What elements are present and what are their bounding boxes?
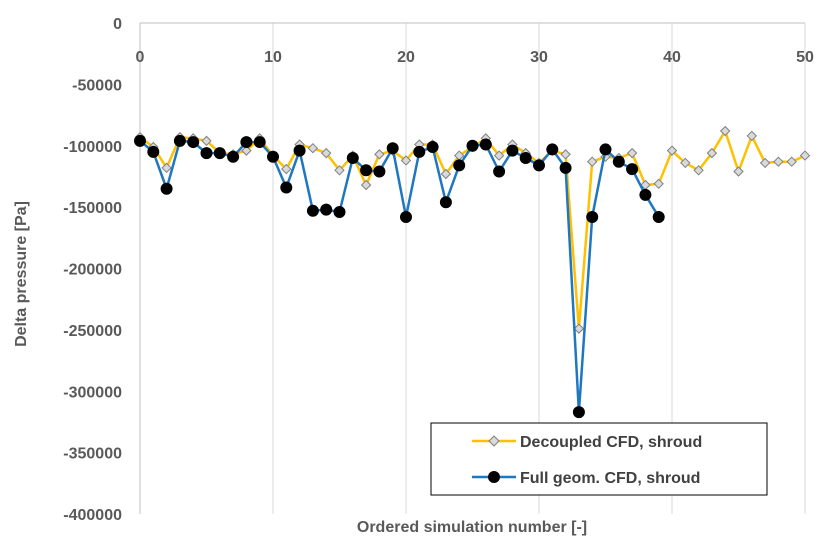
data-point	[559, 161, 572, 174]
data-point	[161, 162, 172, 174]
data-point	[666, 145, 678, 156]
data-point	[786, 156, 797, 167]
data-point	[134, 134, 146, 147]
tick-labels: 0 10 20 30 40 50 0 -50000 -100000 -150000 -200000 -…	[63, 16, 814, 524]
data-point	[573, 323, 585, 334]
data-point	[374, 149, 385, 160]
legend-box	[430, 422, 768, 496]
x-tick-label: 10	[264, 49, 282, 66]
data-point	[493, 165, 506, 178]
y-tick-label: -200000	[63, 262, 122, 279]
data-point	[386, 142, 399, 155]
data-point	[612, 155, 625, 168]
data-point	[799, 150, 811, 161]
data-point	[320, 147, 332, 159]
data-point	[453, 159, 466, 172]
data-point	[706, 147, 718, 159]
data-point	[586, 210, 599, 223]
data-point	[320, 203, 333, 216]
data-point	[639, 188, 652, 201]
data-point	[426, 140, 439, 153]
data-point	[400, 210, 412, 223]
x-tick-label: 50	[796, 49, 814, 66]
data-point	[680, 157, 691, 169]
data-point	[187, 136, 200, 149]
legend-marker-decoupled	[488, 435, 500, 447]
data-point	[227, 150, 240, 163]
series-line	[139, 129, 806, 330]
x-axis-title: Ordered simulation number [-]	[357, 519, 587, 536]
y-axis-title: Delta pressure [Pa]	[13, 201, 30, 347]
data-point	[306, 204, 319, 217]
y-tick-label: -50000	[72, 77, 122, 94]
data-point	[653, 178, 664, 190]
data-point	[626, 147, 638, 159]
data-point	[733, 166, 744, 177]
data-point	[440, 168, 452, 180]
data-point	[546, 143, 559, 156]
x-tick-label: 40	[663, 49, 681, 66]
data-point	[160, 182, 173, 195]
y-tick-label: -100000	[63, 139, 122, 156]
series-1	[134, 134, 665, 419]
y-tick-label: -400000	[63, 507, 122, 524]
data-point	[267, 150, 279, 163]
data-point	[572, 406, 585, 419]
data-point	[281, 163, 292, 175]
data-point	[479, 138, 492, 151]
axes	[139, 22, 805, 514]
data-point	[439, 196, 452, 209]
y-tick-label: -250000	[63, 323, 122, 340]
data-point	[201, 135, 212, 147]
data-point	[746, 130, 758, 142]
data-point	[626, 163, 639, 176]
x-tick-label: 30	[530, 49, 548, 66]
data-point	[693, 165, 704, 176]
data-point	[373, 165, 386, 178]
data-point	[719, 125, 731, 137]
data-point	[773, 156, 784, 167]
data-point	[360, 179, 372, 191]
data-point	[334, 165, 345, 176]
series-layer	[134, 125, 811, 419]
data-point	[586, 156, 598, 167]
data-point	[333, 206, 346, 219]
legend: Decoupled CFD, shroud Full geom. CFD, sh…	[430, 422, 768, 496]
data-point	[519, 152, 532, 165]
data-point	[599, 143, 612, 156]
data-point	[240, 136, 253, 149]
data-point	[506, 144, 519, 157]
data-point	[400, 155, 412, 166]
data-point	[413, 145, 426, 158]
y-tick-label: 0	[113, 16, 122, 33]
data-point	[213, 147, 226, 160]
data-point	[280, 181, 293, 194]
data-point	[360, 164, 373, 177]
data-point	[147, 145, 160, 158]
x-tick-label: 20	[397, 49, 415, 66]
y-tick-label: -350000	[63, 446, 122, 463]
data-point	[253, 136, 266, 149]
data-point	[759, 157, 771, 169]
series-line	[139, 139, 660, 414]
data-point	[493, 150, 505, 161]
data-point	[346, 152, 359, 165]
legend-marker-full	[488, 471, 500, 483]
y-tick-label: -150000	[63, 200, 122, 217]
data-point	[560, 149, 571, 160]
data-point	[533, 159, 545, 172]
x-tick-label: 0	[136, 49, 145, 66]
data-point	[241, 145, 252, 156]
data-point	[200, 147, 213, 160]
legend-label-full: Full geom. CFD, shroud	[520, 470, 700, 487]
data-point	[652, 210, 665, 223]
data-point	[173, 134, 186, 147]
data-point	[307, 142, 319, 154]
y-tick-label: -300000	[63, 384, 122, 401]
data-point	[466, 139, 479, 152]
legend-label-decoupled: Decoupled CFD, shroud	[520, 434, 702, 451]
data-point	[293, 144, 306, 157]
